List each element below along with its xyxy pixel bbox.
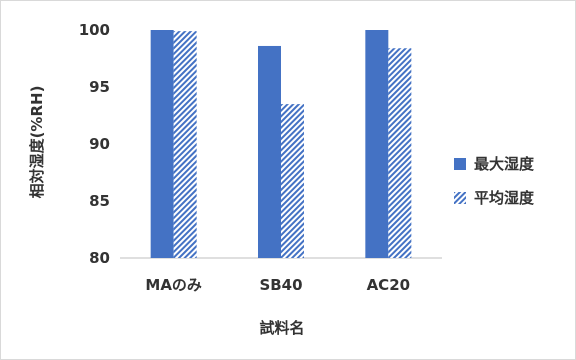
y-tick-label: 85 xyxy=(89,192,110,210)
legend-label: 平均湿度 xyxy=(474,189,535,207)
y-tick-label: 95 xyxy=(89,78,110,96)
x-tick-label: SB40 xyxy=(259,276,302,294)
bar-max-humidity xyxy=(150,30,174,258)
x-axis-ticks: MAのみ SB40 AC20 xyxy=(145,276,410,294)
x-axis-title: 試料名 xyxy=(259,319,304,337)
x-tick-label: MAのみ xyxy=(145,276,202,294)
bar-avg-humidity xyxy=(388,48,412,258)
legend-swatch xyxy=(454,158,466,170)
y-tick-label: 90 xyxy=(89,135,110,153)
legend-swatch xyxy=(454,192,466,204)
y-tick-label: 80 xyxy=(89,249,110,267)
bar-avg-humidity xyxy=(281,104,304,258)
bars xyxy=(150,30,412,259)
bar-max-humidity xyxy=(258,45,281,259)
y-tick-label: 100 xyxy=(79,21,110,39)
bar-max-humidity xyxy=(365,30,389,258)
y-axis-title: 相対湿度(%RH) xyxy=(28,86,46,199)
bar-avg-humidity xyxy=(173,31,197,258)
y-axis-ticks: 80 85 90 95 100 xyxy=(79,21,110,267)
legend-label: 最大湿度 xyxy=(474,155,535,173)
x-tick-label: AC20 xyxy=(367,276,411,294)
